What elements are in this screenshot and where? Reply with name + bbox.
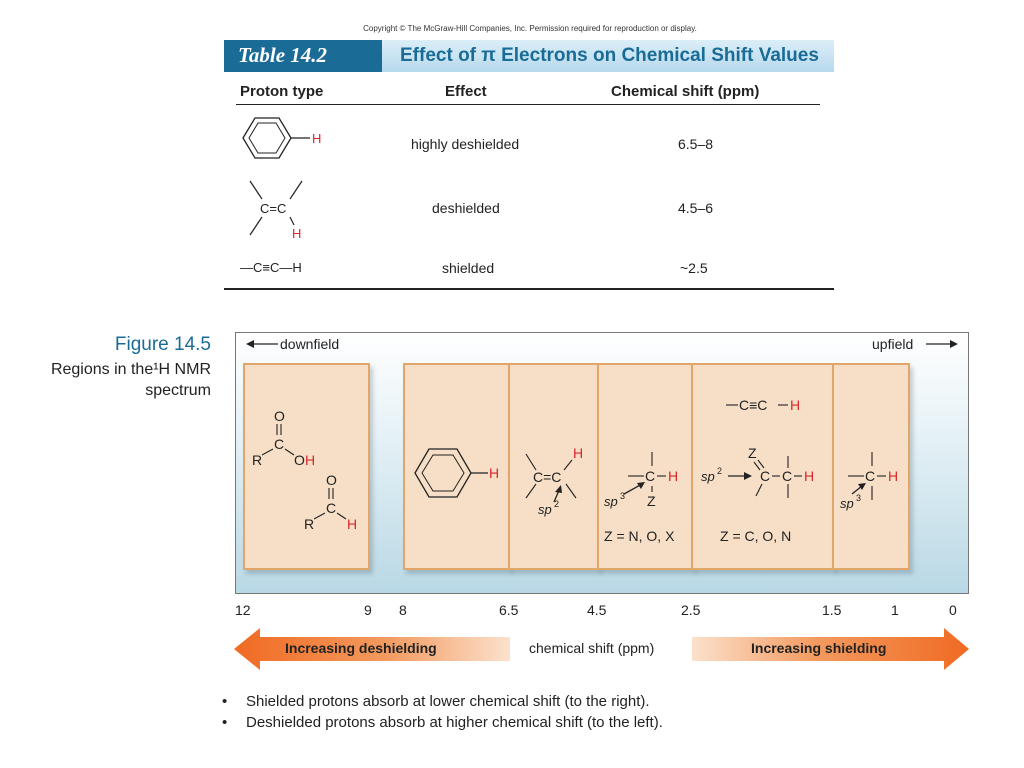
svg-text:H: H bbox=[347, 516, 357, 532]
region-box-sp3-heteroatom bbox=[597, 363, 693, 570]
axis-label: chemical shift (ppm) bbox=[529, 640, 655, 656]
svg-text:C: C bbox=[760, 468, 770, 484]
panel-benzene-structure: H bbox=[414, 448, 499, 498]
axis-tick-2-5: 2.5 bbox=[681, 602, 701, 618]
region-box-alkyl bbox=[832, 363, 910, 570]
svg-text:H: H bbox=[312, 131, 321, 146]
svg-text:H: H bbox=[790, 397, 800, 413]
bullet-item: • Deshielded protons absorb at higher che… bbox=[222, 714, 663, 731]
bullet-list: • Shielded protons absorb at lower chemic… bbox=[222, 693, 663, 735]
panel-allylic-structure: Z sp 2 C C H bbox=[701, 445, 814, 498]
alkene-structure: C=C H bbox=[249, 180, 303, 241]
svg-text:2: 2 bbox=[554, 499, 559, 509]
deshielding-arrow bbox=[234, 628, 510, 670]
region-box-aromatic bbox=[403, 363, 510, 570]
svg-text:O: O bbox=[274, 408, 285, 424]
svg-text:H: H bbox=[292, 226, 301, 241]
panel-sp3-heteroatom-structure: C H Z sp 3 bbox=[604, 452, 678, 509]
table-number-banner bbox=[224, 40, 382, 72]
figure-caption-line-2: spectrum bbox=[145, 382, 211, 399]
axis-tick-0: 0 bbox=[949, 602, 957, 618]
svg-text:3: 3 bbox=[856, 493, 861, 503]
svg-text:C: C bbox=[274, 436, 284, 452]
axis-tick-12: 12 bbox=[235, 602, 251, 618]
figure-caption-line-1: Regions in the¹H NMR bbox=[50, 361, 211, 378]
upfield-label: upfield bbox=[872, 336, 914, 352]
svg-text:sp: sp bbox=[538, 502, 552, 517]
svg-text:C=C: C=C bbox=[260, 201, 286, 216]
panel-vinyl-structure: C=C H sp 2 bbox=[525, 445, 583, 517]
bullet-text-2: Deshielded protons absorb at higher chem… bbox=[246, 714, 663, 731]
axis-tick-9: 9 bbox=[364, 602, 372, 618]
column-header-proton-type: Proton type bbox=[240, 83, 324, 100]
region-box-carbonyl bbox=[243, 363, 370, 570]
axis-tick-1: 1 bbox=[891, 602, 899, 618]
svg-text:O: O bbox=[326, 472, 337, 488]
svg-text:C≡C: C≡C bbox=[739, 397, 767, 413]
svg-text:O: O bbox=[294, 452, 305, 468]
region-box-vinyl bbox=[508, 363, 599, 570]
bullet-item: • Shielded protons absorb at lower chemic… bbox=[222, 693, 650, 710]
svg-text:H: H bbox=[804, 468, 814, 484]
figure-caption: Regions in the¹H NMR spectrum bbox=[0, 359, 211, 401]
svg-text:C=C: C=C bbox=[533, 469, 561, 485]
right-arrow-icon bbox=[926, 340, 958, 348]
copyright-notice: Copyright © The McGraw-Hill Companies, I… bbox=[363, 24, 697, 33]
row3-proton-type: —C≡C—H bbox=[240, 260, 302, 275]
table-title: Effect of π Electrons on Chemical Shift … bbox=[400, 45, 819, 66]
svg-text:sp: sp bbox=[701, 469, 715, 484]
figure-label: Figure 14.5 bbox=[114, 334, 211, 355]
row3-shift: ~2.5 bbox=[680, 260, 708, 276]
column-header-effect: Effect bbox=[445, 83, 487, 100]
carbonyl-structures: O C R O H O C R H bbox=[252, 408, 357, 532]
z-label-allylic: Z = C, O, N bbox=[720, 528, 792, 544]
svg-text:C: C bbox=[645, 468, 655, 484]
column-header-chemical-shift: Chemical shift (ppm) bbox=[611, 83, 760, 100]
shielding-arrow bbox=[692, 628, 969, 670]
table-number: Table 14.2 bbox=[238, 43, 328, 67]
svg-text:H: H bbox=[573, 445, 583, 461]
table-title-banner bbox=[382, 40, 834, 72]
table-bottom-rule bbox=[224, 288, 834, 290]
axis-tick-4-5: 4.5 bbox=[587, 602, 607, 618]
axis-tick-6-5: 6.5 bbox=[499, 602, 519, 618]
svg-text:R: R bbox=[304, 516, 314, 532]
shielding-label: Increasing shielding bbox=[751, 640, 887, 656]
svg-text:H: H bbox=[305, 452, 315, 468]
svg-text:H: H bbox=[489, 465, 499, 481]
svg-text:2: 2 bbox=[717, 466, 722, 476]
benzene-structure: H bbox=[242, 117, 321, 159]
svg-text:R: R bbox=[252, 452, 262, 468]
left-arrow-icon bbox=[246, 340, 278, 348]
svg-text:sp: sp bbox=[604, 494, 618, 509]
row3-effect: shielded bbox=[442, 260, 495, 276]
svg-text:H: H bbox=[668, 468, 678, 484]
svg-text:3: 3 bbox=[620, 491, 625, 501]
row1-shift: 6.5–8 bbox=[678, 136, 714, 152]
downfield-label: downfield bbox=[280, 336, 340, 352]
svg-text:C: C bbox=[865, 468, 875, 484]
panel-alkyl-structure: C H sp 3 bbox=[840, 452, 898, 511]
row2-shift: 4.5–6 bbox=[678, 200, 714, 216]
header-rule bbox=[236, 104, 820, 105]
svg-text:Z: Z bbox=[748, 445, 757, 461]
svg-text:sp: sp bbox=[840, 496, 854, 511]
svg-text:H: H bbox=[888, 468, 898, 484]
axis-tick-8: 8 bbox=[399, 602, 407, 618]
row1-effect: highly deshielded bbox=[411, 136, 520, 152]
svg-text:Z: Z bbox=[647, 493, 656, 509]
axis-tick-1-5: 1.5 bbox=[822, 602, 842, 618]
z-label-heteroatom: Z = N, O, X bbox=[604, 528, 675, 544]
bullet-text-1: Shielded protons absorb at lower chemica… bbox=[246, 693, 650, 710]
deshielding-label: Increasing deshielding bbox=[285, 640, 437, 656]
svg-text:C: C bbox=[782, 468, 792, 484]
panel-alkyne-structure: C≡C H bbox=[726, 397, 800, 413]
svg-text:C: C bbox=[326, 500, 336, 516]
row2-effect: deshielded bbox=[432, 200, 500, 216]
